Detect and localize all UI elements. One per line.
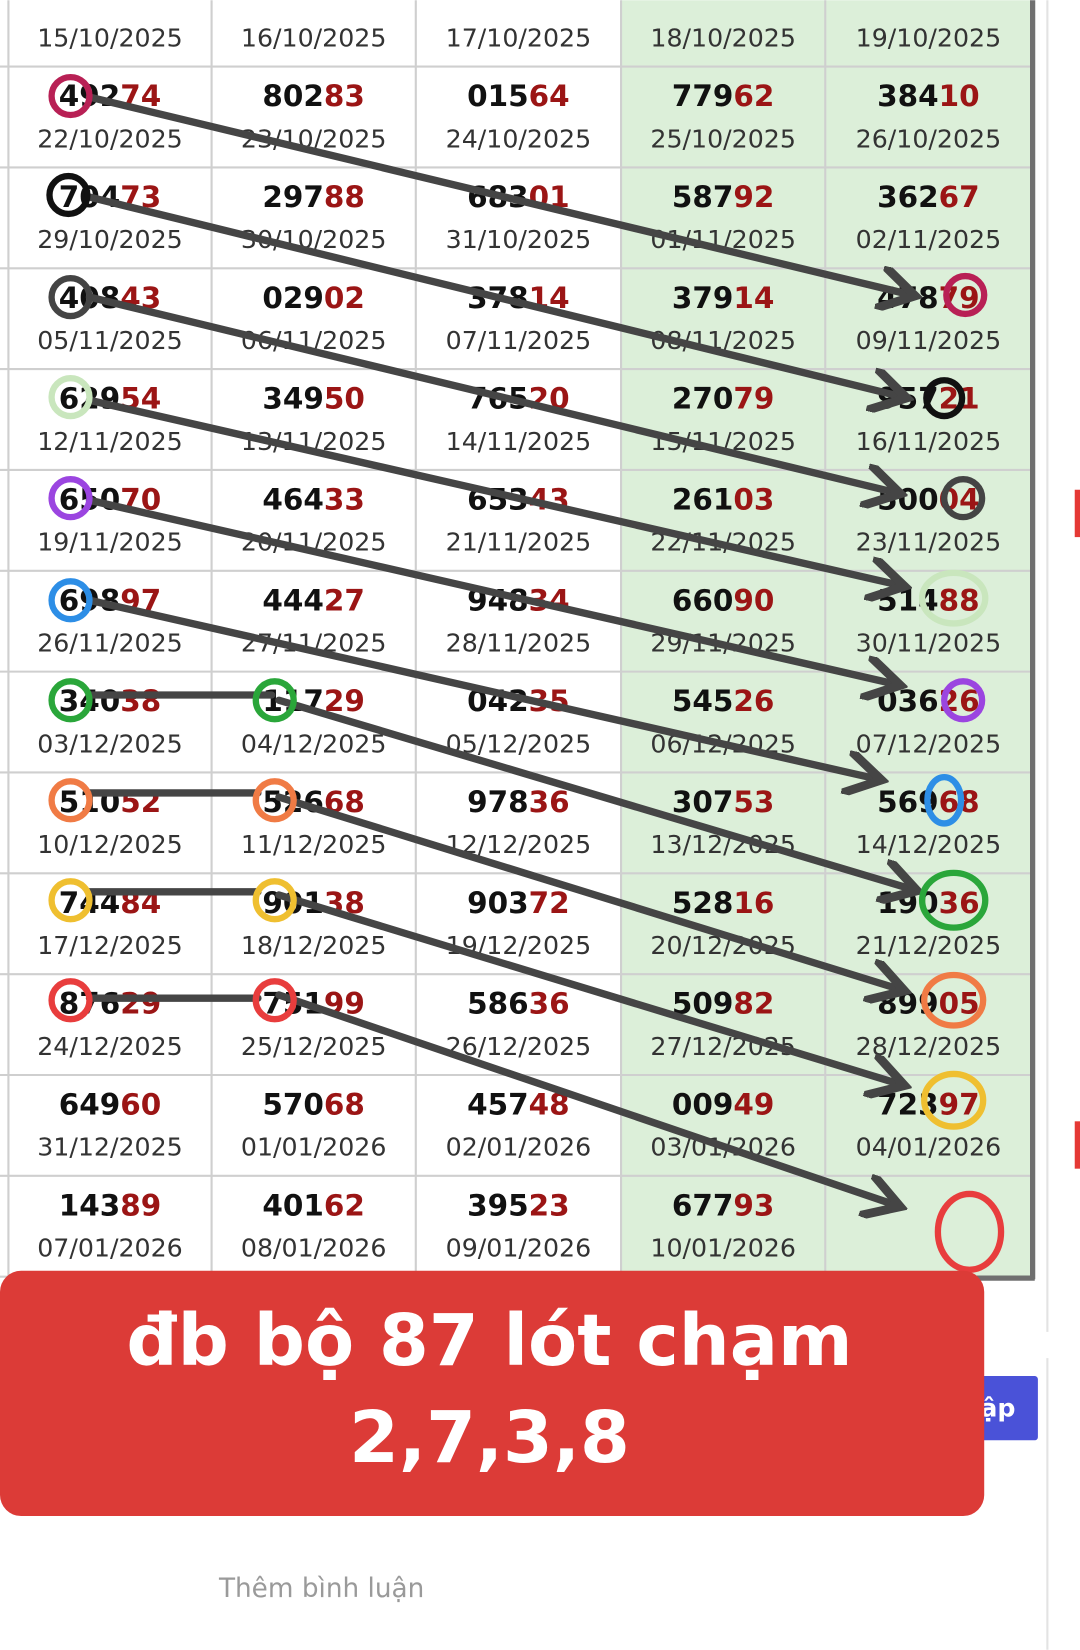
edge-mark [1074,1121,1080,1169]
annotations [46,73,1005,1273]
result-number: 40162 [262,1188,365,1222]
result-date: 16/10/2025 [241,23,387,52]
result-date: 02/01/2026 [446,1133,592,1162]
comment-input[interactable]: Thêm bình luận [218,1574,424,1604]
result-number: 50004 [877,482,980,516]
result-date: 17/12/2025 [37,931,183,960]
result-date: 18/12/2025 [241,931,387,960]
result-date: 14/12/2025 [856,830,1002,859]
banner-text: 2,7,3,8 [349,1396,630,1479]
button[interactable] [978,1376,1038,1441]
result-number: 77962 [672,79,775,113]
result-number: 50982 [672,986,775,1020]
result-date: 10/12/2025 [37,830,183,859]
result-date: 23/11/2025 [856,528,1002,557]
result-date: 14/11/2025 [446,427,592,456]
result-number: 67793 [672,1188,775,1222]
result-date: 10/01/2026 [650,1234,796,1263]
result-date: 16/11/2025 [856,427,1002,456]
result-date: 26/10/2025 [856,124,1002,153]
result-date: 19/10/2025 [856,23,1002,52]
result-date: 07/01/2026 [37,1234,183,1263]
result-date: 07/11/2025 [446,326,592,355]
result-number: 01564 [467,79,570,113]
result-number: 66090 [672,583,775,617]
result-number: 00949 [672,1087,775,1121]
result-date: 28/12/2025 [856,1032,1002,1061]
result-number: 37914 [672,280,775,314]
result-number: 36267 [877,179,980,213]
result-date: 08/01/2026 [241,1234,387,1263]
result-date: 19/11/2025 [37,528,183,557]
result-date: 04/01/2026 [856,1133,1002,1162]
result-date: 11/12/2025 [241,830,387,859]
result-date: 24/10/2025 [446,124,592,153]
result-date: 02/11/2025 [856,225,1002,254]
result-date: 22/10/2025 [37,124,183,153]
result-date: 04/12/2025 [241,729,387,758]
result-number: 26103 [672,482,775,516]
result-date: 03/12/2025 [37,729,183,758]
result-number: 02902 [262,280,365,314]
result-number: 64960 [59,1087,162,1121]
result-number: 58792 [672,179,775,213]
result-number: 03626 [877,684,980,718]
result-number: 44427 [262,583,365,617]
result-date: 30/11/2025 [856,628,1002,657]
result-date: 24/12/2025 [37,1032,183,1061]
result-date: 31/12/2025 [37,1133,183,1162]
result-number: 38410 [877,79,980,113]
result-date: 28/11/2025 [446,628,592,657]
result-date: 09/11/2025 [856,326,1002,355]
result-number: 97836 [467,784,570,818]
result-date: 21/11/2025 [446,528,592,557]
result-date: 25/12/2025 [241,1032,387,1061]
result-number: 87629 [59,986,162,1020]
result-number: 58636 [467,986,570,1020]
result-date: 15/10/2025 [37,23,183,52]
result-number: 57068 [262,1087,365,1121]
result-date: 18/10/2025 [650,23,796,52]
result-date: 07/12/2025 [856,729,1002,758]
result-number: 90372 [467,885,570,919]
result-date: 05/11/2025 [37,326,183,355]
result-date: 29/10/2025 [37,225,183,254]
result-date: 26/11/2025 [37,628,183,657]
result-number: 54526 [672,684,775,718]
button-label[interactable]: ập [980,1394,1015,1423]
result-number: 46433 [262,482,365,516]
result-number: 34038 [59,684,162,718]
edge-mark [1074,489,1080,538]
banner [0,1270,985,1517]
result-number: 30753 [672,784,775,818]
result-date: 12/11/2025 [37,427,183,456]
result-number: 80283 [262,79,365,113]
result-number: 52816 [672,885,775,919]
result-date: 17/10/2025 [446,23,592,52]
result-number: 27079 [672,381,775,415]
result-number: 52668 [262,784,365,818]
banner-text: đb bộ 87 lót chạm [126,1299,852,1382]
result-number: 47879 [877,280,980,314]
result-date: 21/12/2025 [856,931,1002,960]
result-number: 39523 [467,1188,570,1222]
result-date: 31/10/2025 [446,225,592,254]
result-date: 01/01/2026 [241,1133,387,1162]
result-date: 26/12/2025 [446,1032,592,1061]
result-date: 09/01/2026 [446,1234,592,1263]
result-number: 34950 [262,381,365,415]
result-date: 25/10/2025 [650,124,796,153]
result-number: 29788 [262,179,365,213]
result-number: 14389 [59,1188,162,1222]
